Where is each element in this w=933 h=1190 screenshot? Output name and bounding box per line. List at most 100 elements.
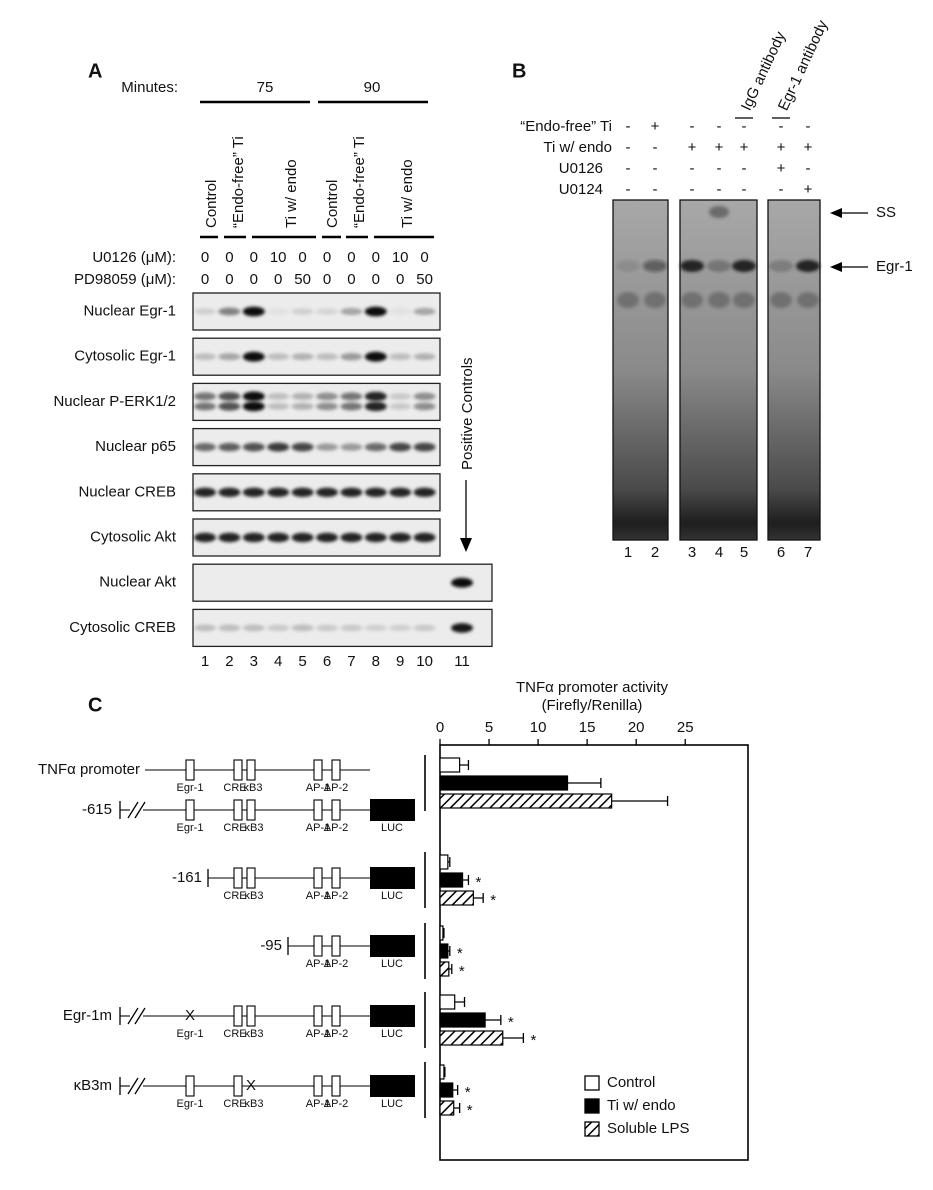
sign: - [806,118,811,135]
band [194,308,216,315]
band [797,292,819,308]
significance: * [465,1084,471,1101]
lane-number: 2 [651,544,659,561]
band [413,392,436,401]
band [316,624,338,632]
x-tick-label: 0 [436,719,444,736]
blot-label: Nuclear CREB [78,483,176,500]
error-bar [462,875,470,885]
dose: 0 [274,271,282,288]
site-label: κB3 [245,1028,264,1040]
sign: - [806,160,811,177]
inhibitor-label: U0126 (μM): [92,249,176,266]
dose: 0 [396,271,404,288]
band [389,393,412,400]
band [644,292,666,308]
site-box [313,1005,323,1027]
band [451,623,473,633]
legend-swatch [584,1121,600,1137]
site-box [331,799,341,821]
site-label: CRE [223,782,246,794]
band [681,292,703,308]
site-box [313,1075,323,1097]
sign: - [779,118,784,135]
site-label: CRE [223,822,246,834]
panel-letter: B [512,60,526,82]
site-label: AP-1 [306,1028,330,1040]
band [364,624,387,632]
sign: - [626,160,631,177]
sign: - [653,160,658,177]
lane-number: 5 [298,653,306,670]
lane-number: 7 [804,544,812,561]
site-box [313,935,323,957]
blot-label: Nuclear Akt [99,574,177,591]
site-label: AP-2 [324,890,348,902]
blot [192,563,493,602]
arrow-head [830,262,842,272]
band [194,443,216,452]
bar [439,775,569,791]
panel-letter: C [88,694,102,716]
band [389,442,412,452]
site-label: AP-1 [306,890,330,902]
lane-number: 4 [715,544,723,561]
band [708,292,730,308]
bar [439,1100,455,1116]
band [242,351,265,362]
bar [439,943,449,959]
dose: 10 [270,249,287,266]
dose: 50 [294,271,311,288]
band [242,442,265,452]
dose: 0 [201,249,209,266]
band [616,260,640,272]
lane-number: 11 [454,653,470,670]
band [707,260,731,272]
chart-subtitle: (Firefly/Renilla) [542,697,643,714]
site-box [246,867,256,889]
band [316,308,338,315]
lane-number: 3 [250,653,258,670]
site-box [185,1075,195,1097]
error-bar [448,964,453,974]
dose: 0 [420,249,428,266]
positive-controls: Positive Controls [459,357,476,470]
error-bar [447,946,451,956]
band [291,487,314,497]
band [364,391,387,402]
band-label: Egr-1 [876,258,913,275]
band [340,487,363,497]
lane-number: 10 [416,653,433,670]
site-label: AP-2 [324,958,348,970]
dose: 0 [372,249,380,266]
band [218,532,241,543]
dose: 0 [250,249,258,266]
dose: 0 [225,271,233,288]
band [413,487,436,497]
band [389,624,412,632]
sign: + [777,139,786,156]
luc-label: LUC [381,890,403,902]
band [389,308,412,315]
band [364,306,387,317]
sign: - [742,160,747,177]
band [389,403,412,410]
band [194,532,216,543]
construct-label: -615 [82,801,112,818]
band [194,624,216,632]
band [291,392,314,400]
band [733,292,755,308]
significance: * [508,1014,514,1031]
band [413,442,436,452]
site-box [233,867,243,889]
panel-letter: A [88,60,102,82]
band [680,260,704,272]
bar [439,872,464,888]
bar [439,1064,445,1080]
rule [127,1007,139,1025]
site-box [233,759,243,781]
site-label: AP-2 [324,1028,348,1040]
band [194,487,216,497]
band [242,401,265,412]
